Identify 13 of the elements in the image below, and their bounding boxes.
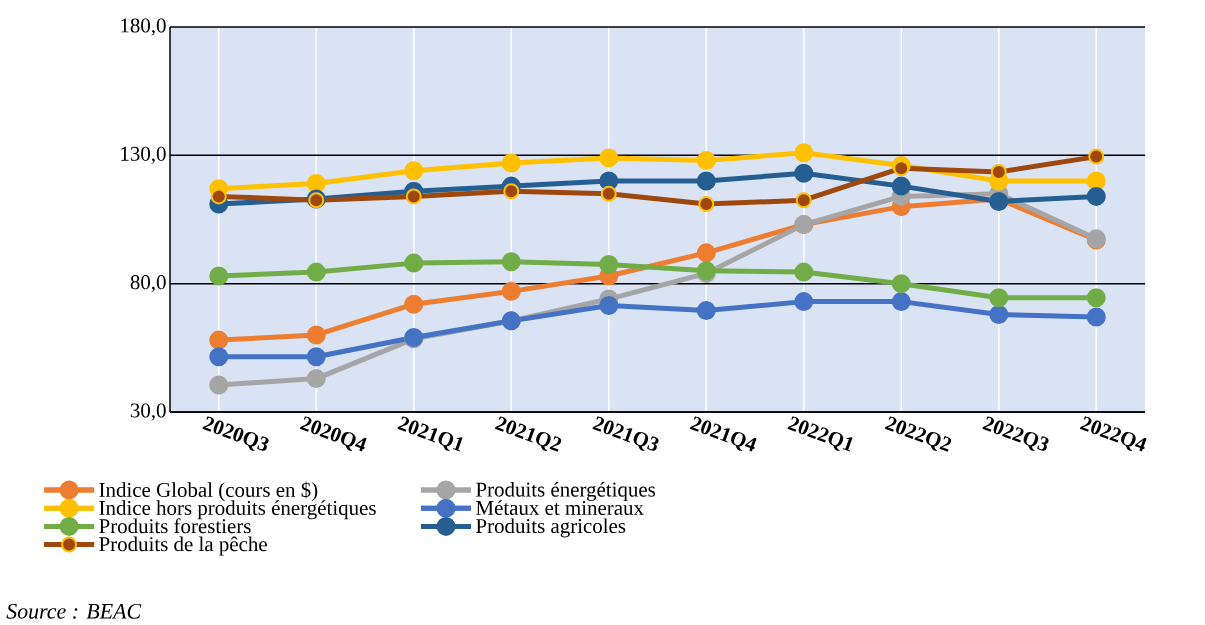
x-tick-label: 2022Q3 [982, 416, 1049, 451]
legend-label: Produits agricoles [476, 518, 626, 538]
x-tick-label: 2021Q3 [592, 416, 659, 451]
source-note: Source : BEAC [6, 603, 142, 619]
legend-label: Produits énergétiques [476, 481, 656, 501]
y-tick-label: 80,0 [130, 275, 166, 293]
y-tick-label: 130,0 [121, 146, 166, 164]
legend-label: Métaux et mineraux [476, 500, 644, 515]
x-tick-label: 2020Q3 [202, 416, 269, 451]
legend-label: Produits forestiers [99, 518, 251, 534]
legend-label: Produits de la pêche [99, 536, 267, 556]
y-tick-label: 180,0 [121, 18, 166, 36]
y-tick-label: 30,0 [130, 403, 166, 421]
